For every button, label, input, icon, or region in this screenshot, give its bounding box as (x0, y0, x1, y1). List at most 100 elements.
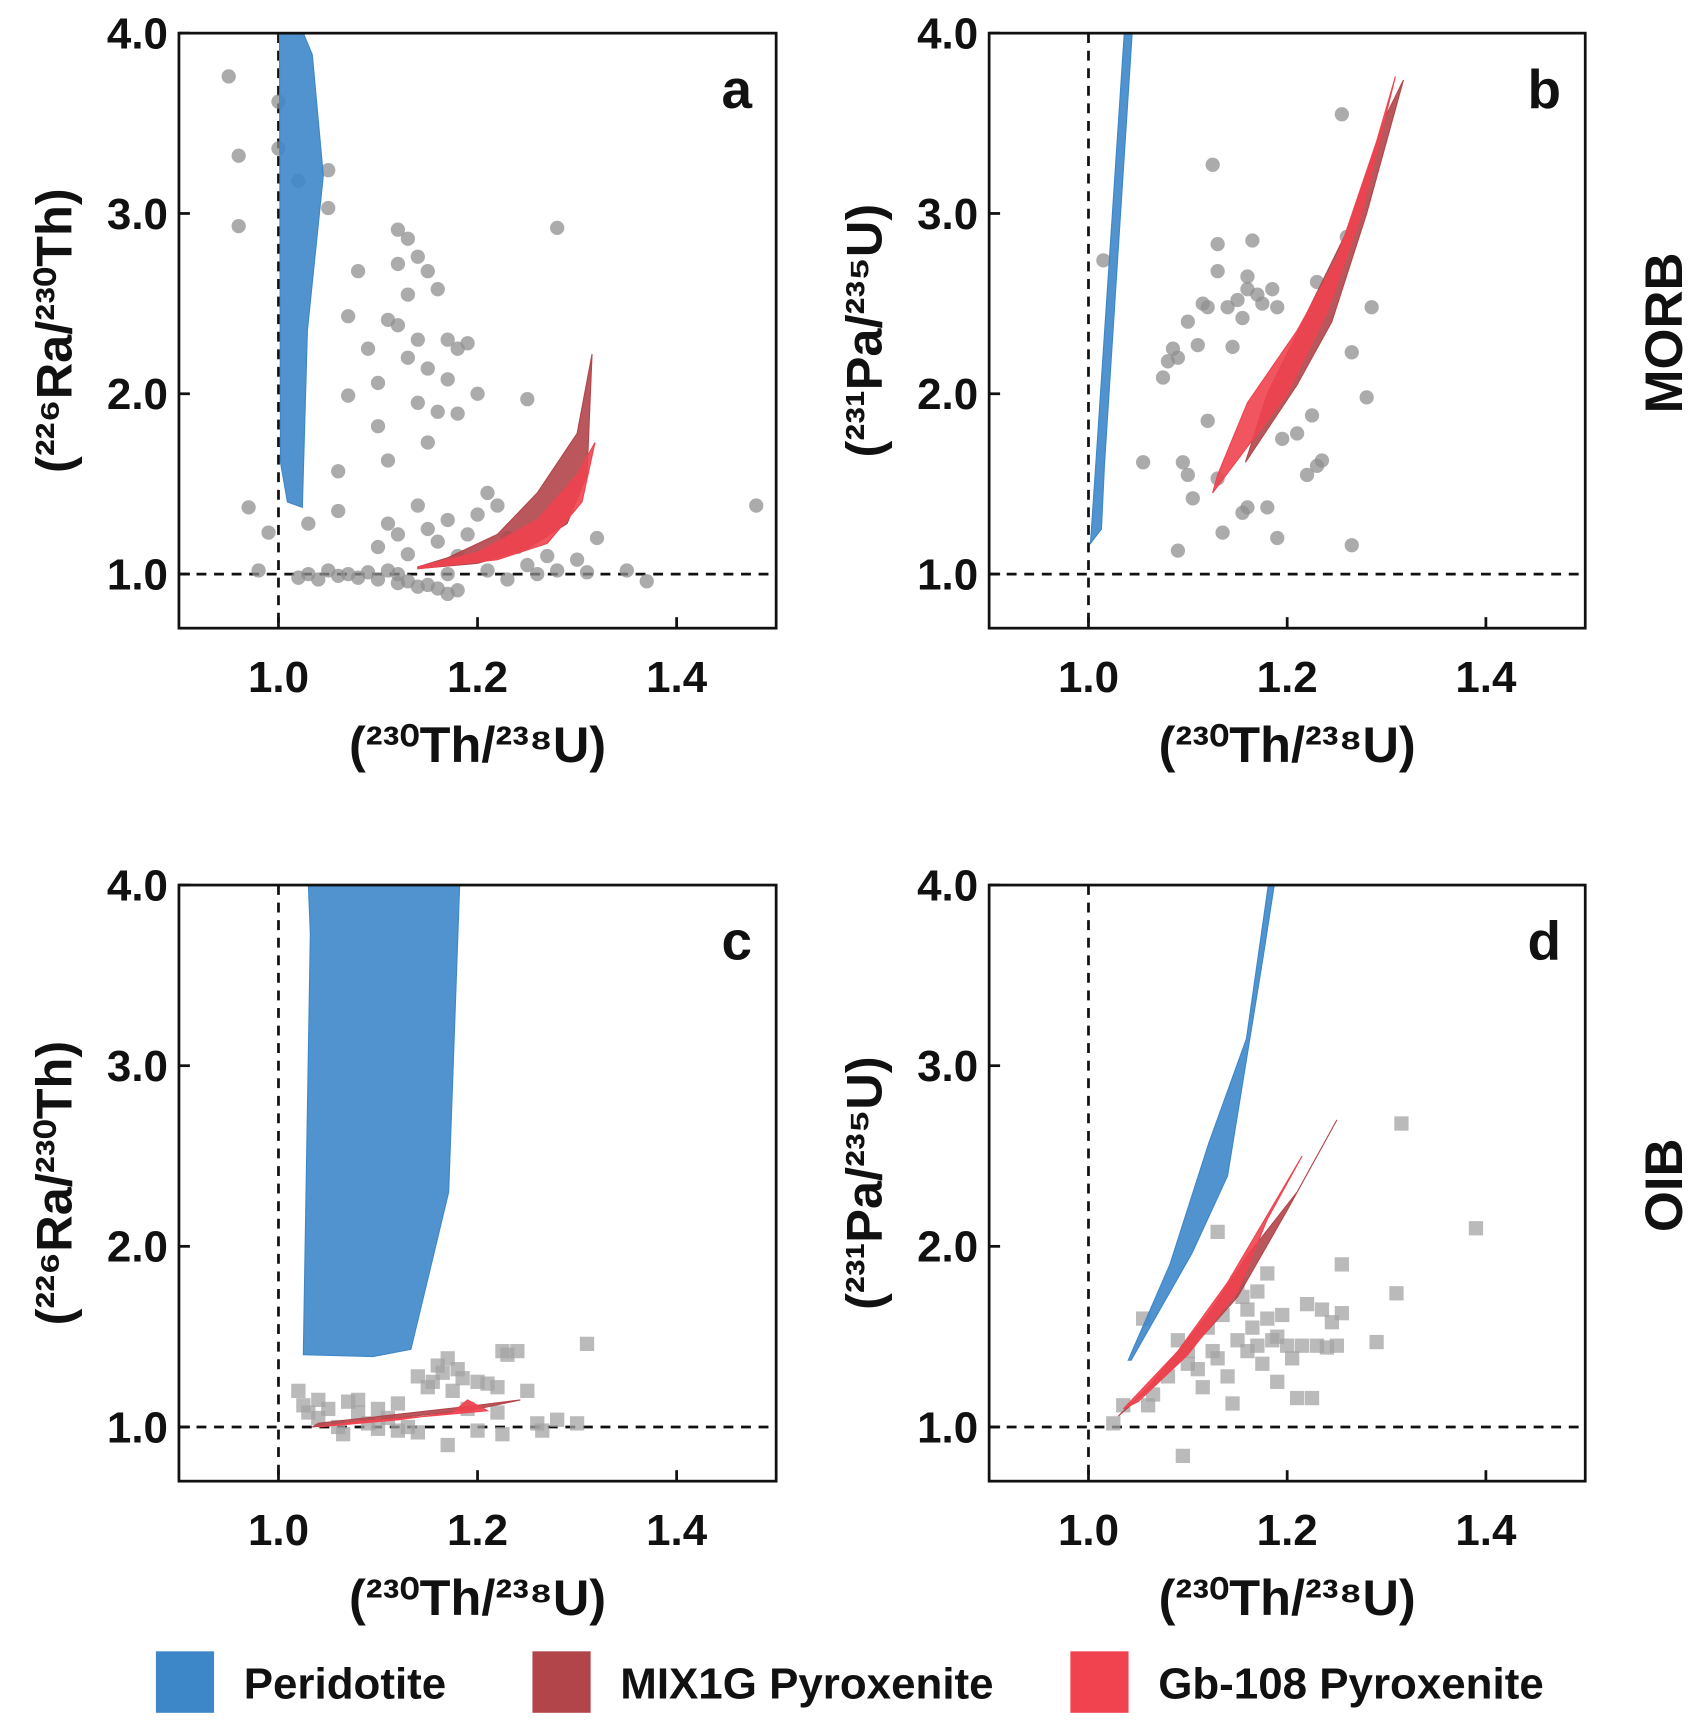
data-point (470, 507, 485, 522)
data-point (589, 530, 605, 546)
data-point (569, 1416, 585, 1431)
data-point (350, 1392, 366, 1408)
y-axis-label: (²³¹Pa/²³⁵U) (836, 204, 893, 458)
plot-frame (177, 883, 778, 1483)
data-point (490, 498, 505, 513)
data-point (410, 332, 425, 347)
data-point (360, 565, 376, 580)
data-point (1270, 300, 1285, 315)
data-point (241, 500, 256, 515)
y-axis-label: (²²⁶Ra/²³⁰Th) (25, 1041, 82, 1326)
x-axis-label: (²³⁰Th/²³⁸U) (349, 1569, 606, 1626)
data-point (420, 435, 435, 450)
data-point (1210, 264, 1225, 279)
data-point (1299, 467, 1315, 483)
data-point (251, 563, 266, 578)
data-point (1255, 1356, 1270, 1371)
model-region (302, 885, 461, 1358)
data-point (1314, 1302, 1330, 1317)
data-point (500, 572, 515, 587)
data-point (470, 1423, 485, 1438)
data-point (1140, 1398, 1156, 1413)
y-tick-label: 2.0 (917, 370, 978, 419)
data-point (420, 521, 435, 537)
data-point (380, 453, 396, 468)
data-point (370, 539, 386, 555)
y-tick-label: 2.0 (107, 370, 168, 419)
data-point (1468, 1221, 1484, 1236)
data-point (470, 386, 485, 401)
data-point (490, 1380, 505, 1395)
data-point (445, 1383, 460, 1398)
data-point (410, 249, 425, 264)
y-tick-label: 4.0 (917, 10, 978, 59)
data-point (510, 1343, 525, 1359)
data-point (1334, 107, 1349, 122)
y-axis-label: (²³¹Pa/²³⁵U) (836, 1056, 893, 1310)
plot-area (178, 885, 777, 1482)
data-point (350, 264, 366, 279)
data-point (1096, 253, 1111, 268)
data-point (1394, 1116, 1409, 1131)
data-point (1190, 337, 1205, 353)
data-point (540, 548, 555, 564)
data-point (455, 1371, 470, 1386)
data-point (1334, 1306, 1349, 1321)
y-tick-label: 1.0 (107, 1403, 168, 1452)
data-point (331, 464, 346, 479)
legend-label: Gb-108 Pyroxenite (1158, 1660, 1544, 1709)
data-point (311, 572, 326, 587)
data-point (410, 498, 425, 513)
x-tick-label: 1.2 (1257, 1506, 1318, 1555)
x-tick-label: 1.0 (248, 653, 309, 702)
data-point (1175, 1448, 1191, 1464)
data-point (460, 527, 475, 542)
y-tick-label: 1.0 (107, 550, 168, 599)
data-point (530, 566, 545, 582)
model-region (278, 33, 324, 509)
y-tick-label: 4.0 (917, 861, 978, 910)
data-point (1180, 314, 1195, 329)
data-point (495, 1427, 510, 1442)
x-tick-label: 1.4 (646, 1506, 708, 1555)
data-point (336, 1427, 351, 1442)
y-tick-label: 3.0 (917, 1042, 978, 1091)
data-point (370, 1421, 386, 1436)
data-point (1344, 345, 1359, 360)
x-axis-label: (²³⁰Th/²³⁸U) (1159, 1569, 1416, 1626)
data-point (231, 218, 246, 234)
data-point (1245, 233, 1260, 248)
model-region (1089, 33, 1133, 546)
data-point (291, 1383, 306, 1398)
data-point (1369, 1334, 1384, 1350)
data-point (400, 231, 416, 246)
data-point (1210, 1224, 1225, 1240)
legend-swatch (155, 1651, 215, 1713)
data-point (341, 309, 356, 324)
data-point (1304, 1390, 1320, 1406)
data-point (440, 332, 455, 347)
data-point (410, 395, 425, 410)
data-point (1280, 1338, 1295, 1353)
y-axis-label: (²²⁶Ra/²³⁰Th) (25, 188, 82, 473)
data-point (321, 163, 336, 178)
data-point (1289, 426, 1305, 441)
model-region (417, 354, 593, 570)
data-point (1205, 157, 1220, 172)
data-point (430, 404, 445, 419)
y-tick-label: 4.0 (107, 10, 168, 59)
data-point (1200, 300, 1215, 315)
data-point (579, 565, 595, 580)
data-point (1334, 1257, 1349, 1272)
data-point (1225, 339, 1240, 355)
data-point (410, 1425, 425, 1440)
data-point (435, 1365, 450, 1380)
data-point (370, 419, 386, 434)
data-point (430, 282, 445, 297)
legend-label: Peridotite (244, 1660, 447, 1709)
x-axis-label: (²³⁰Th/²³⁸U) (1159, 716, 1416, 773)
data-point (1364, 300, 1379, 315)
data-point (370, 375, 386, 391)
y-tick-label: 2.0 (107, 1223, 168, 1272)
